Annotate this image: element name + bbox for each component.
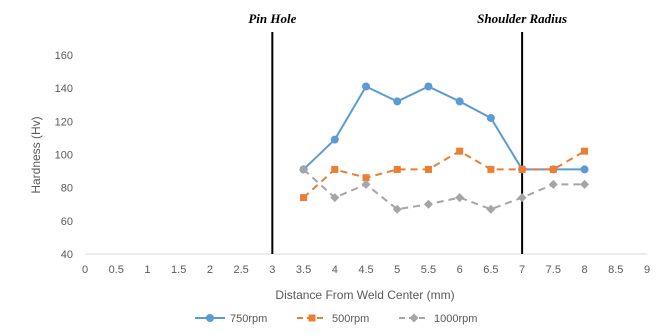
legend-label: 500rpm — [332, 313, 369, 325]
data-point — [549, 165, 557, 173]
data-point — [299, 164, 309, 174]
data-point — [423, 199, 433, 209]
x-tick-label: 6.5 — [483, 264, 498, 276]
series-1000rpm — [299, 164, 590, 214]
data-point — [424, 82, 433, 91]
annotation-label: Pin Hole — [248, 11, 296, 26]
data-point — [392, 204, 402, 214]
legend-item: 750rpm — [195, 313, 267, 325]
data-point — [581, 147, 589, 155]
x-axis-title: Distance From Weld Center (mm) — [275, 288, 454, 302]
data-point — [424, 165, 432, 173]
x-tick-label: 3.5 — [296, 264, 311, 276]
x-tick-label: 0 — [82, 264, 88, 276]
x-tick-label: 6 — [457, 264, 463, 276]
legend-marker — [308, 314, 316, 322]
legend-item: 500rpm — [297, 313, 369, 325]
x-tick-label: 8 — [581, 264, 587, 276]
legend: 750rpm 500rpm 1000rpm — [195, 313, 477, 325]
series-line — [302, 168, 585, 211]
legend-marker — [409, 313, 419, 323]
x-tick-label: 2.5 — [233, 264, 248, 276]
x-tick-label: 7.5 — [546, 264, 561, 276]
data-point — [393, 97, 402, 106]
x-tick-label: 4 — [332, 264, 338, 276]
data-point — [580, 179, 590, 189]
data-point — [393, 165, 401, 173]
y-axis-title: Hardness (Hv) — [29, 116, 43, 193]
data-point — [487, 165, 495, 173]
y-tick-label: 60 — [61, 216, 73, 228]
data-point — [548, 179, 558, 189]
x-tick-label: 7 — [519, 264, 525, 276]
series-500rpm — [300, 147, 589, 202]
data-point — [331, 165, 339, 173]
series-layer — [299, 82, 590, 214]
data-point — [486, 114, 495, 123]
data-point — [517, 193, 527, 203]
data-point — [362, 82, 370, 91]
y-tick-label: 120 — [55, 116, 73, 128]
axes-layer: 0 0.5 1 1.5 2 2.5 3 3.5 4 4.5 5 5.5 6 6.5 7 7.5 8 8.5 9 40 6… — [55, 50, 650, 276]
x-tick-label: 3 — [269, 264, 275, 276]
y-tick-label: 80 — [61, 183, 73, 195]
data-point — [330, 193, 340, 203]
data-point — [486, 204, 496, 214]
data-point — [362, 174, 370, 182]
x-tick-label: 1 — [144, 264, 150, 276]
x-tick-label: 8.5 — [608, 264, 623, 276]
annotation-layer: Pin Hole Shoulder Radius — [248, 11, 567, 254]
annotation-label: Shoulder Radius — [477, 11, 567, 26]
legend-item: 1000rpm — [399, 313, 477, 325]
y-tick-label: 160 — [55, 50, 73, 62]
x-tick-label: 9 — [644, 264, 650, 276]
x-tick-label: 4.5 — [358, 264, 373, 276]
x-tick-label: 0.5 — [109, 264, 124, 276]
data-point — [455, 97, 464, 106]
series-line — [302, 150, 586, 199]
y-tick-label: 40 — [61, 249, 73, 261]
data-point — [456, 147, 464, 155]
y-tick-label: 140 — [55, 83, 73, 95]
x-tick-label: 5 — [394, 264, 400, 276]
legend-marker — [206, 314, 214, 322]
x-tick-label: 1.5 — [171, 264, 186, 276]
legend-label: 750rpm — [230, 313, 267, 325]
data-point — [330, 135, 339, 144]
x-tick-label: 2 — [207, 264, 213, 276]
data-point — [580, 165, 589, 174]
data-point — [455, 193, 465, 203]
y-tick-label: 100 — [55, 150, 73, 162]
x-tick-label: 5.5 — [421, 264, 436, 276]
data-point — [361, 179, 371, 189]
legend-label: 1000rpm — [434, 313, 477, 325]
data-point — [518, 165, 526, 173]
data-point — [300, 194, 308, 202]
series-line — [302, 85, 585, 171]
